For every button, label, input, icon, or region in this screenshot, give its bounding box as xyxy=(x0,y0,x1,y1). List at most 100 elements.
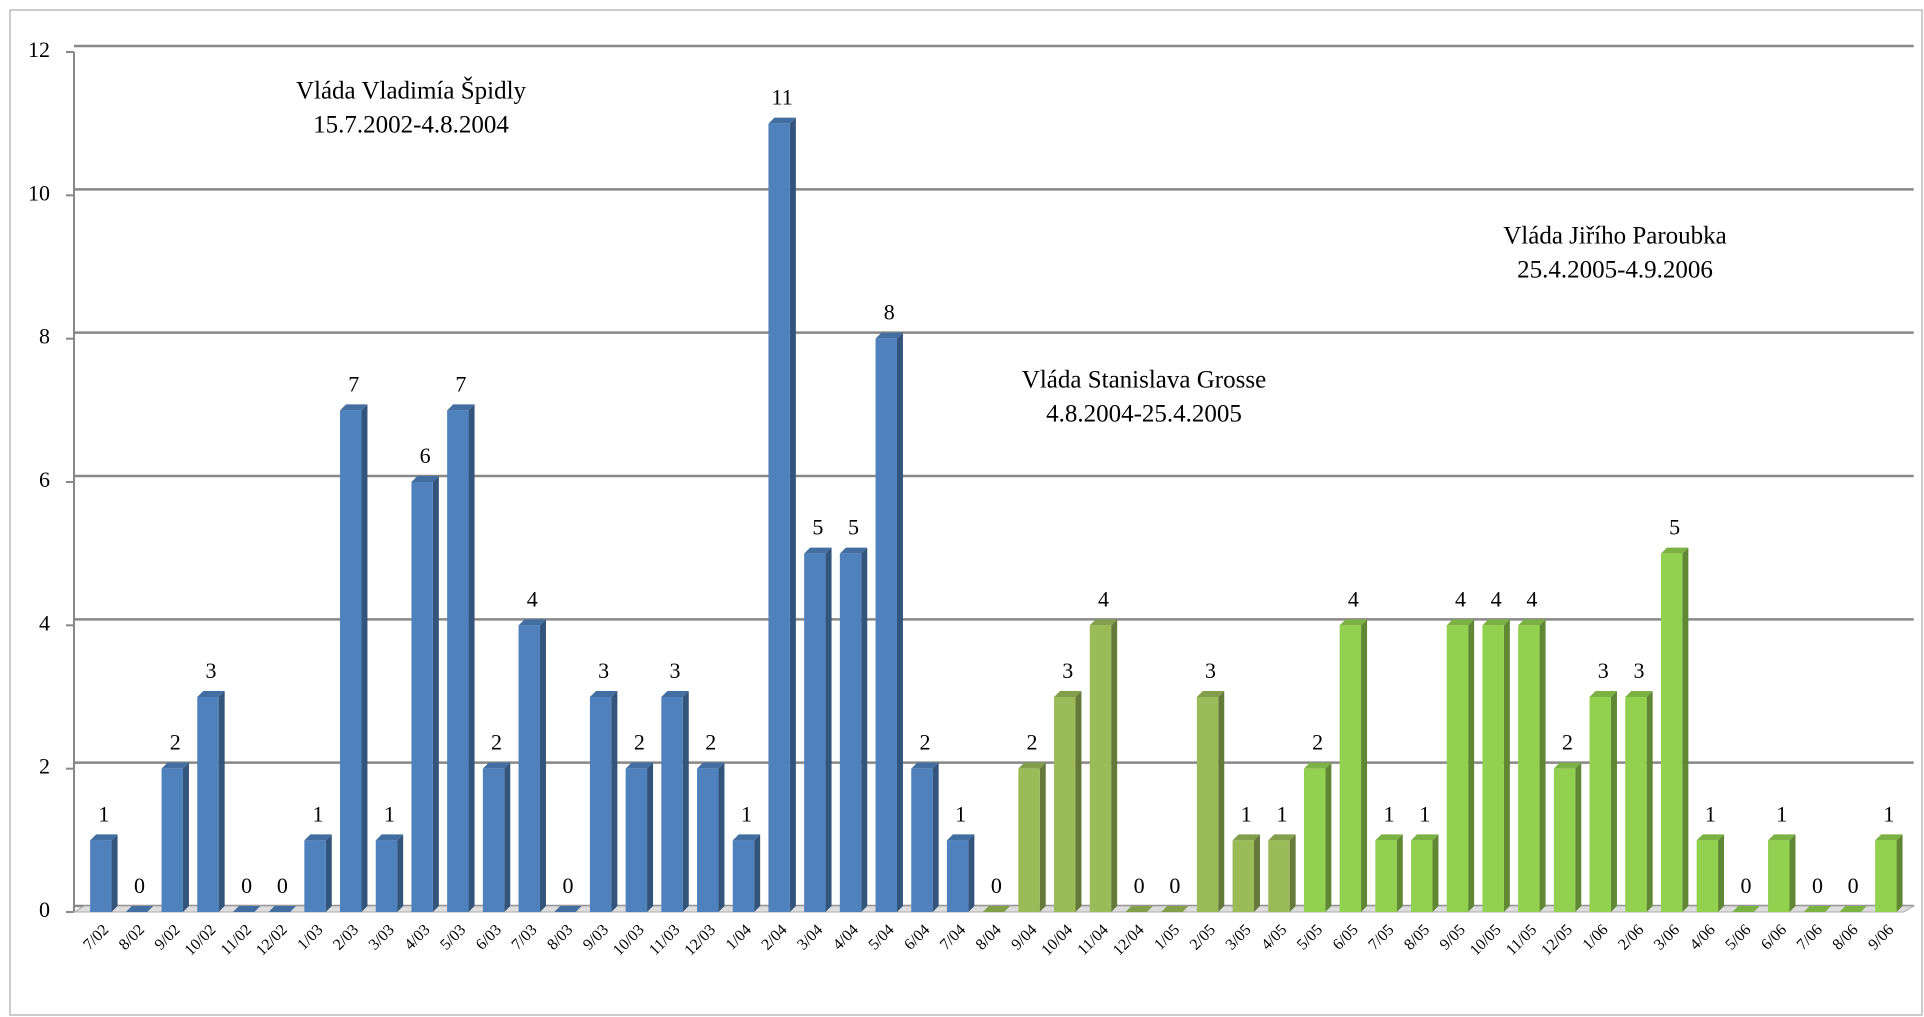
y-tick-label: 8 xyxy=(39,324,50,349)
x-tick-label: 8/03 xyxy=(544,921,576,953)
x-tick-label: 3/04 xyxy=(794,921,826,953)
x-tick-label: 12/02 xyxy=(253,921,291,959)
x-tick-label: 3/06 xyxy=(1651,921,1683,953)
bar-top xyxy=(90,834,118,841)
data-label: 1 xyxy=(1241,801,1252,826)
bar-top xyxy=(304,834,332,841)
data-label: 0 xyxy=(134,873,145,898)
x-tick-label: 4/05 xyxy=(1258,921,1290,953)
x-tick-label: 9/05 xyxy=(1437,921,1469,953)
bar-side xyxy=(754,834,761,912)
annotation: 4.8.2004-25.4.2005 xyxy=(1046,401,1242,428)
bar-side xyxy=(397,834,404,912)
y-tick-label: 6 xyxy=(39,467,50,492)
bar-top xyxy=(1803,906,1832,912)
data-label: 7 xyxy=(455,371,466,396)
data-label: 1 xyxy=(1384,801,1395,826)
bar-side xyxy=(1503,619,1510,912)
bar-top xyxy=(447,404,475,411)
y-tick-label: 2 xyxy=(39,754,50,779)
bar-top xyxy=(1375,834,1403,841)
x-tick-label: 10/02 xyxy=(182,921,220,959)
bar xyxy=(1339,625,1362,912)
data-label: 1 xyxy=(1705,801,1716,826)
x-tick-label: 5/06 xyxy=(1722,921,1754,953)
data-label: 3 xyxy=(1633,658,1644,683)
data-label: 3 xyxy=(1205,658,1216,683)
x-tick-label: 9/03 xyxy=(580,921,612,953)
x-tick-label: 9/04 xyxy=(1008,921,1040,953)
bar-top xyxy=(197,691,225,697)
bar-top xyxy=(1482,619,1510,626)
data-label: 1 xyxy=(98,801,109,826)
bar-side xyxy=(218,691,225,912)
data-label: 2 xyxy=(491,730,502,755)
bar-top xyxy=(1411,834,1439,841)
bar xyxy=(875,338,897,913)
x-tick-label: 3/05 xyxy=(1223,921,1255,953)
data-label: 3 xyxy=(670,658,681,683)
data-label: 2 xyxy=(1562,730,1573,755)
bar-top xyxy=(375,834,404,841)
bar xyxy=(197,697,219,912)
bar xyxy=(1589,697,1611,912)
x-tick-label: 4/03 xyxy=(401,921,433,953)
data-label: 0 xyxy=(1741,873,1752,898)
x-tick-label: 6/06 xyxy=(1758,921,1790,953)
bar-side xyxy=(1396,834,1403,912)
bar-top xyxy=(518,619,546,626)
data-label: 2 xyxy=(705,730,716,755)
x-tick-label: 10/03 xyxy=(610,921,648,959)
bar-top xyxy=(411,476,439,482)
bar-side xyxy=(647,762,654,912)
bar-top xyxy=(125,906,154,912)
data-label: 0 xyxy=(241,873,252,898)
bar-top xyxy=(625,762,654,769)
bar xyxy=(1375,840,1397,912)
bar xyxy=(1553,768,1576,912)
data-label: 1 xyxy=(1883,801,1894,826)
data-label: 2 xyxy=(634,730,645,755)
x-tick-label: 9/02 xyxy=(152,921,184,953)
data-label: 2 xyxy=(1312,730,1323,755)
bar xyxy=(482,768,505,912)
data-label: 1 xyxy=(955,801,966,826)
x-tick-label: 11/05 xyxy=(1503,921,1540,958)
x-tick-label: 11/03 xyxy=(646,921,683,958)
bar xyxy=(839,553,862,912)
x-tick-label: 12/03 xyxy=(681,921,719,959)
bar-top xyxy=(1054,691,1082,697)
data-label: 0 xyxy=(1812,873,1823,898)
bar xyxy=(1054,697,1076,912)
x-tick-label: 3/03 xyxy=(366,921,398,953)
bar xyxy=(1625,697,1647,912)
bar-side xyxy=(1539,619,1546,912)
x-tick-label: 12/05 xyxy=(1538,921,1576,959)
y-tick-label: 0 xyxy=(39,897,50,922)
bar-top xyxy=(1768,834,1796,841)
data-label: 2 xyxy=(1027,730,1038,755)
bar-top xyxy=(482,762,511,769)
bar xyxy=(804,553,826,912)
annotation: Vláda Jiřího Paroubka xyxy=(1503,223,1727,250)
bar-side xyxy=(1432,834,1439,912)
bar-side xyxy=(111,834,118,912)
y-tick-label: 12 xyxy=(28,37,50,62)
x-tick-label: 1/05 xyxy=(1151,921,1183,953)
bar-top xyxy=(1839,906,1867,912)
bar xyxy=(589,697,612,912)
bar-side xyxy=(182,762,189,912)
data-label: 3 xyxy=(205,658,216,683)
x-tick-label: 7/06 xyxy=(1794,921,1826,953)
data-label: 5 xyxy=(812,515,823,540)
bar xyxy=(697,768,719,912)
annotation: 25.4.2005-4.9.2006 xyxy=(1517,257,1713,284)
data-label: 1 xyxy=(1419,801,1430,826)
data-label: 6 xyxy=(420,443,431,468)
bar-side xyxy=(1646,691,1653,912)
x-tick-label: 8/02 xyxy=(116,921,148,953)
bar-side xyxy=(539,619,546,912)
data-label: 4 xyxy=(1491,586,1502,611)
bar-top xyxy=(768,117,796,124)
bar xyxy=(1446,625,1469,912)
